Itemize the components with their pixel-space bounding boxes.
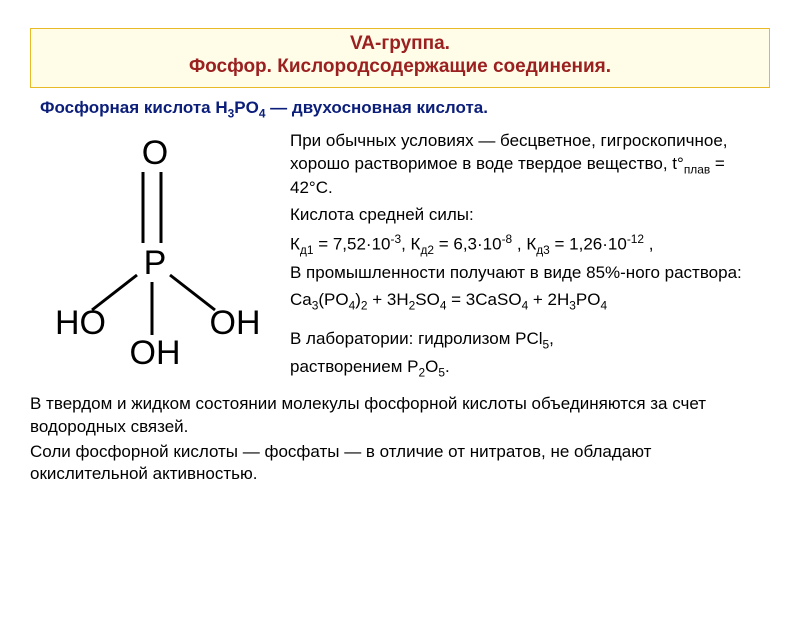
content-row: P O HO OH OH При обычных условиях — бесцветн…	[30, 130, 770, 385]
desc-p5: Ca3(PO4)2 + 3H2SO4 = 3CaSO4 + 2H3PO4	[290, 289, 770, 313]
footer-p1: В твердом и жидком состоянии молекулы фо…	[30, 393, 770, 439]
title-box: VA-группа. Фосфор. Кислородсодержащие со…	[30, 28, 770, 88]
desc-p1: При обычных условиях — бесцветное, гигро…	[290, 130, 770, 200]
desc-p7: растворением P2O5.	[290, 356, 770, 380]
svg-text:OH: OH	[210, 304, 261, 342]
svg-text:O: O	[142, 134, 168, 172]
footer-block: В твердом и жидком состоянии молекулы фо…	[30, 393, 770, 487]
title-line-2: Фосфор. Кислородсодержащие соединения.	[41, 56, 759, 79]
svg-text:HO: HO	[55, 304, 106, 342]
desc-p2: Кислота средней силы:	[290, 204, 770, 227]
desc-p4: В промышленности получают в виде 85%-ног…	[290, 262, 770, 285]
desc-p6: В лаборатории: гидролизом PCl5,	[290, 328, 770, 352]
molecule-diagram: P O HO OH OH	[30, 130, 280, 375]
description-block: При обычных условиях — бесцветное, гигро…	[290, 130, 770, 385]
title-line-1: VA-группа.	[41, 33, 759, 56]
svg-text:OH: OH	[130, 334, 181, 370]
footer-p2: Соли фосфорной кислоты — фосфаты — в отл…	[30, 441, 770, 487]
svg-text:P: P	[144, 244, 167, 282]
desc-p3: Кд1 = 7,52·10-3, Кд2 = 6,3·10-8 , Кд3 = …	[290, 231, 770, 258]
subtitle: Фосфорная кислота H3PO4 — двухосновная к…	[40, 98, 770, 120]
